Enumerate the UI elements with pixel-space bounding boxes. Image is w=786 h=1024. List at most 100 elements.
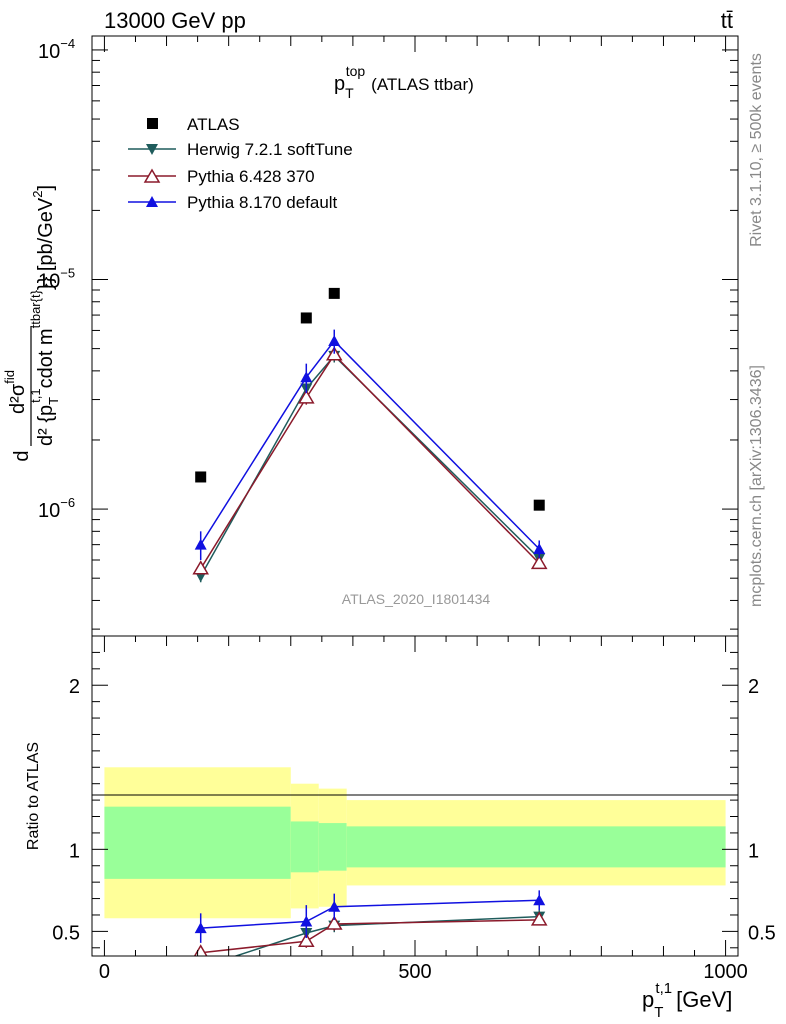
energy-label: 13000 GeV pp — [104, 8, 246, 33]
atlas-point-3 — [533, 499, 545, 511]
x-tick-label-1: 500 — [398, 961, 431, 983]
legend: ATLAS Herwig 7.2.1 softTune Pythia 6.428… — [128, 115, 353, 212]
ratio-y-tick-labels: 0.5 0.5 1 1 2 2 — [52, 676, 776, 944]
main-point-series-1 — [192, 560, 210, 575]
y-label-denominator-mid: cdot m — [35, 328, 57, 388]
x-label-sup: t,1 — [655, 980, 672, 997]
plot-title-suffix: (ATLAS ttbar) — [371, 75, 474, 94]
y-label-denominator: d² {pTt,1cdot mttbar{t}}} [pb/GeV2] — [28, 185, 61, 446]
main-y-tick-mantissa: 10 — [38, 500, 60, 522]
main-point-series-2 — [300, 371, 313, 383]
analysis-tag: ATLAS_2020_I1801434 — [342, 591, 491, 607]
ratio-y-tick-label-right-1: 1 — [748, 840, 759, 862]
ratio-y-tick-label-right-0: 0.5 — [748, 922, 776, 944]
ratio-y-tick-label-right-2: 2 — [748, 676, 759, 698]
plot-title: pTtop (ATLAS ttbar) — [334, 63, 474, 101]
legend-marker-herwig — [146, 144, 158, 155]
ratio-y-tick-label-left-1: 1 — [69, 840, 80, 862]
ratio-line-series-1 — [200, 919, 540, 954]
ratio-point-series-1 — [530, 911, 548, 926]
y-label-denominator-sub: T — [46, 397, 61, 405]
y-label-denominator-text: d² {p — [35, 405, 57, 446]
main-y-tick-exponent: −5 — [60, 266, 75, 281]
legend-label-herwig: Herwig 7.2.1 softTune — [187, 140, 353, 159]
inner-band-bin-1 — [290, 821, 319, 873]
ratio-point-series-2 — [194, 922, 207, 934]
main-line-series-0 — [200, 354, 540, 577]
legend-marker-pythia6 — [143, 168, 161, 183]
main-y-tick-label-2: 10−4 — [38, 36, 75, 63]
main-point-series-2 — [194, 538, 207, 550]
main-y-tick-label-0: 10−6 — [38, 495, 75, 522]
y-label-numerator-sup: fid — [2, 370, 17, 384]
ratio-point-series-2 — [300, 915, 313, 927]
ratio-y-axis-label: Ratio to ATLAS — [25, 742, 42, 850]
ratio-point-series-1 — [297, 932, 315, 947]
ratio-y-ticks — [92, 635, 738, 949]
y-label-denominator-close: ] — [35, 185, 57, 191]
atlas-point-2 — [328, 287, 340, 299]
ratio-line-series-0 — [233, 915, 540, 956]
uncertainty-bands — [104, 767, 726, 919]
legend-entry-pythia6: Pythia 6.428 370 — [128, 167, 315, 186]
ratio-point-series-1 — [325, 915, 343, 930]
main-point-series-1 — [297, 389, 315, 404]
mcplots-label: mcplots.cern.ch [arXiv:1306.3436] — [748, 365, 765, 607]
inner-band-bin-2 — [318, 823, 347, 871]
legend-label-pythia6: Pythia 6.428 370 — [187, 167, 315, 186]
legend-entry-pythia8: Pythia 8.170 default — [128, 193, 338, 212]
inner-band-bin-0 — [104, 806, 291, 879]
x-label-sub: T — [654, 1004, 663, 1021]
plot-title-main: p — [334, 73, 345, 95]
y-label-numerator-text: d²σ — [7, 383, 29, 414]
ratio-y-tick-label-left-2: 2 — [69, 676, 80, 698]
main-y-tick-exponent: −6 — [60, 495, 75, 510]
main-y-tick-label-1: 10−5 — [38, 266, 75, 293]
ratio-point-series-2 — [328, 900, 341, 912]
y-label-denominator-sup: t,1 — [28, 388, 43, 402]
x-label-unit: [GeV] — [676, 987, 732, 1012]
main-x-ticks — [103, 36, 727, 52]
main-point-series-1 — [325, 346, 343, 361]
legend-entry-herwig: Herwig 7.2.1 softTune — [128, 140, 353, 159]
main-y-tick-mantissa: 10 — [38, 271, 60, 293]
x-tick-label-2: 1000 — [703, 961, 748, 983]
main-series-layer — [192, 329, 548, 583]
ratio-y-tick-label-left-0: 0.5 — [52, 922, 80, 944]
process-label: tt̄ — [721, 8, 733, 33]
main-y-tick-exponent: −4 — [60, 36, 75, 51]
ratio-panel: 0.5 0.5 1 1 2 2 0 500 1000 Ratio to ATLAS pTt,1… — [25, 635, 776, 1021]
main-point-series-1 — [530, 554, 548, 570]
atlas-data-layer — [195, 287, 545, 511]
x-axis-label: pTt,1 [GeV] — [642, 980, 732, 1021]
main-y-tick-labels: 10−610−510−4 — [38, 36, 75, 522]
plot-title-sup: top — [346, 63, 366, 79]
main-line-series-1 — [200, 353, 540, 570]
legend-marker-pythia8 — [146, 196, 158, 207]
main-point-series-2 — [328, 334, 341, 346]
x-label-main: p — [642, 987, 654, 1012]
ratio-point-series-2 — [533, 894, 546, 906]
inner-band-bin-3 — [346, 826, 726, 868]
ratio-line-series-2 — [200, 899, 540, 929]
y-label-denominator-sup2: ttbar{t} — [28, 289, 43, 328]
ratio-series-layer — [193, 890, 548, 956]
atlas-point-0 — [195, 471, 207, 483]
y-label-denominator-end: }} [pb/GeV — [35, 197, 57, 290]
atlas-point-1 — [300, 312, 312, 324]
main-point-series-2 — [533, 543, 546, 555]
legend-label-pythia8: Pythia 8.170 default — [187, 193, 338, 212]
y-label-denominator-sup3: 2 — [30, 191, 45, 198]
main-line-series-2 — [200, 339, 540, 550]
main-y-axis-label: d d²σfid d² {pTt,1cdot mttbar{t}}} [pb/G… — [2, 185, 61, 462]
rivet-version-label: Rivet 3.1.10, ≥ 500k events — [748, 53, 765, 247]
legend-marker-atlas — [147, 118, 158, 129]
x-tick-labels: 0 500 1000 — [99, 961, 748, 983]
main-y-tick-mantissa: 10 — [38, 41, 60, 63]
y-label-sigma: d²σfid — [2, 370, 29, 414]
legend-label-atlas: ATLAS — [187, 115, 240, 134]
legend-entry-atlas: ATLAS — [147, 115, 240, 134]
main-y-ticks — [92, 49, 738, 630]
plot-title-sub: T — [345, 85, 354, 101]
